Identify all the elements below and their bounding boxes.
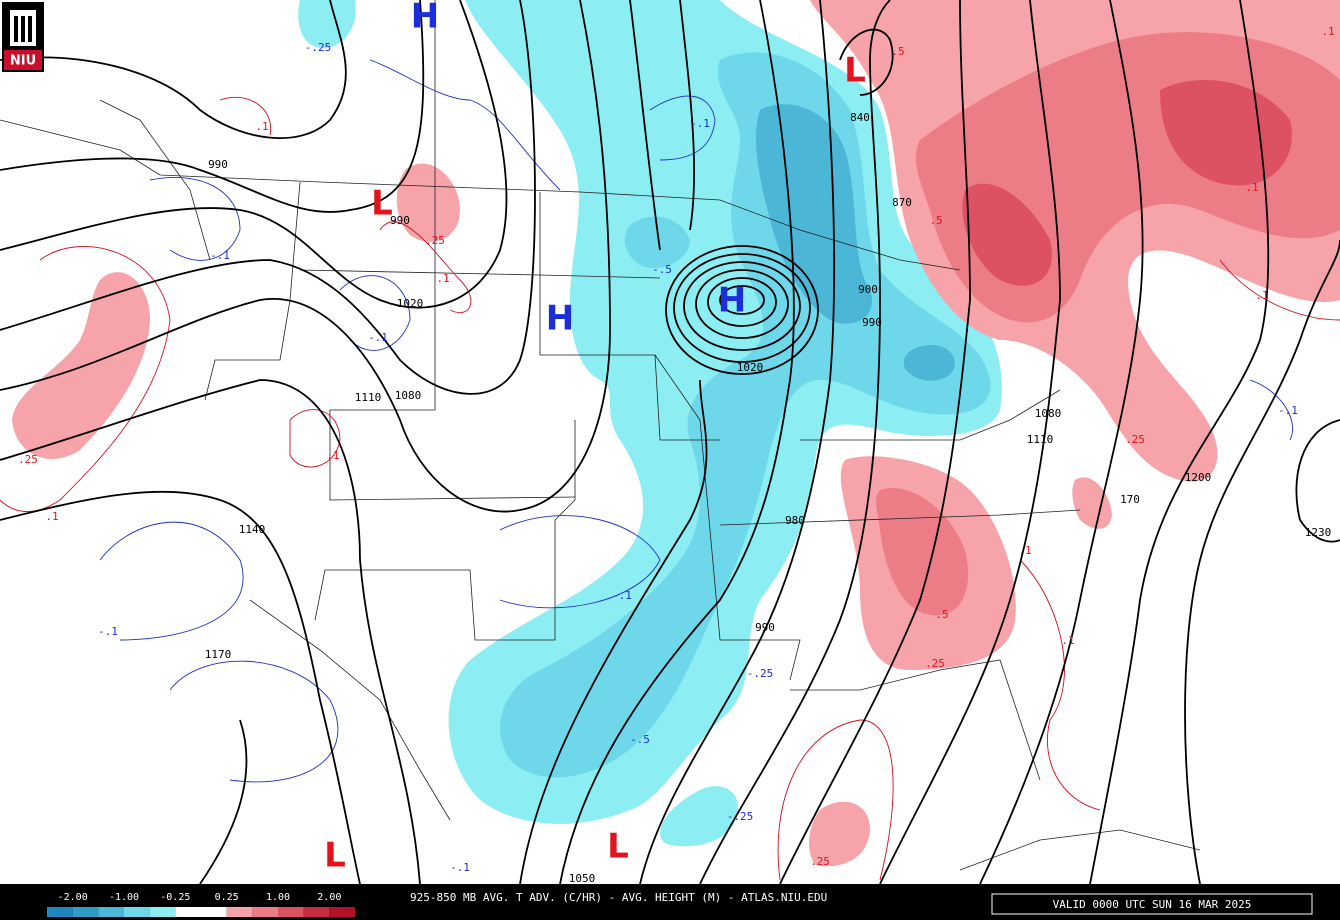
contour-label: .1 xyxy=(255,120,268,133)
contour-label: 980 xyxy=(785,514,805,527)
contour-label: .25 xyxy=(810,855,830,868)
contour-label: 990 xyxy=(862,316,882,329)
contour-label: -.5 xyxy=(630,733,650,746)
contour-label: .25 xyxy=(18,453,38,466)
legend-swatch xyxy=(252,907,278,917)
low-center: L xyxy=(371,184,393,224)
high-center: H xyxy=(718,281,746,321)
logo: NIU xyxy=(2,2,44,72)
warm-advection-shading xyxy=(12,0,1340,867)
contour-label: -.1 xyxy=(368,331,388,344)
legend-swatch xyxy=(278,907,304,917)
advection-contours xyxy=(0,59,1340,881)
height-contours xyxy=(0,0,1340,885)
contour-label: .1 xyxy=(1018,544,1031,557)
legend-swatch xyxy=(201,907,227,917)
contour-label: .1 xyxy=(45,510,58,523)
contour-label: .25 xyxy=(425,234,445,247)
contour-label: 1170 xyxy=(205,648,232,661)
legend-label: -0.25 xyxy=(160,892,190,903)
contour-label: .1 xyxy=(1321,25,1334,38)
contour-labels: -.25 -.1 .1 990 .25 .1 990 -.1 -.5 1020 … xyxy=(18,25,1335,885)
logo-text: NIU xyxy=(10,54,36,69)
contour-label: 1200 xyxy=(1185,471,1212,484)
contour-label: 1140 xyxy=(239,523,266,536)
contour-label: 990 xyxy=(390,214,410,227)
contour-label: 1110 xyxy=(355,391,382,404)
contour-label: 1050 xyxy=(569,872,596,885)
contour-label: -.1 xyxy=(210,249,230,262)
legend-label: 1.00 xyxy=(266,892,290,903)
contour-label: 900 xyxy=(858,283,878,296)
valid-box xyxy=(991,893,1313,915)
contour-label: .25 xyxy=(1125,433,1145,446)
low-center: L xyxy=(607,827,629,867)
contour-label: 1080 xyxy=(1035,407,1062,420)
contour-label: -.1 xyxy=(612,589,632,602)
contour-label: 990 xyxy=(755,621,775,634)
contour-label: 1020 xyxy=(737,361,764,374)
contour-label: -.1 xyxy=(1278,404,1298,417)
contour-label: 1080 xyxy=(395,389,422,402)
legend-swatch xyxy=(72,907,99,917)
contour-label: 840 xyxy=(850,111,870,124)
low-center: L xyxy=(844,51,866,91)
low-center: L xyxy=(324,836,346,876)
legend-swatch xyxy=(98,907,124,917)
contour-label: -.25 xyxy=(305,41,332,54)
contour-label: .25 xyxy=(925,657,945,670)
contour-label: .5 xyxy=(929,214,942,227)
contour-label: .1 xyxy=(1245,181,1258,194)
legend-swatch xyxy=(329,907,355,917)
contour-label: -.1 xyxy=(98,625,118,638)
contour-label: -.25 xyxy=(747,667,774,680)
contour-label: -.1 xyxy=(450,861,470,874)
contour-label: .1 xyxy=(436,272,449,285)
legend-label: 0.25 xyxy=(215,892,239,903)
contour-label: .5 xyxy=(891,45,904,58)
high-center: H xyxy=(546,299,574,339)
contour-label: -.25 xyxy=(727,810,754,823)
legend-swatch xyxy=(226,907,253,917)
contour-label: 1020 xyxy=(397,297,424,310)
legend-label: 2.00 xyxy=(317,892,341,903)
legend-swatch xyxy=(175,907,201,917)
contour-label: .5 xyxy=(935,608,948,621)
contour-label: -.5 xyxy=(652,263,672,276)
pressure-centers: H L L H H L L xyxy=(324,0,866,876)
contour-label: 990 xyxy=(208,158,228,171)
legend-swatch xyxy=(303,907,330,917)
contour-label: 1230 xyxy=(1305,526,1332,539)
contour-label: 1110 xyxy=(1027,433,1054,446)
legend-label: -1.00 xyxy=(109,892,139,903)
contour-label: .1 xyxy=(1255,289,1268,302)
contour-label: .1 xyxy=(1061,634,1074,647)
high-center: H xyxy=(411,0,439,37)
footer-title: 925-850 MB AVG. T ADV. (C/HR) - AVG. HEI… xyxy=(410,891,827,904)
contour-label: 870 xyxy=(892,196,912,209)
valid-time: VALID 0000 UTC SUN 16 MAR 2025 xyxy=(1053,898,1252,911)
legend-swatch xyxy=(47,907,73,917)
legend-swatch xyxy=(124,907,150,917)
contour-label: -.1 xyxy=(690,117,710,130)
legend-label: -2.00 xyxy=(58,892,88,903)
legend-swatch xyxy=(149,907,176,917)
contour-label: 170 xyxy=(1120,493,1140,506)
legend: -2.00 -1.00 -0.25 0.25 1.00 2.00 xyxy=(47,892,355,917)
contour-label: .1 xyxy=(326,449,339,462)
